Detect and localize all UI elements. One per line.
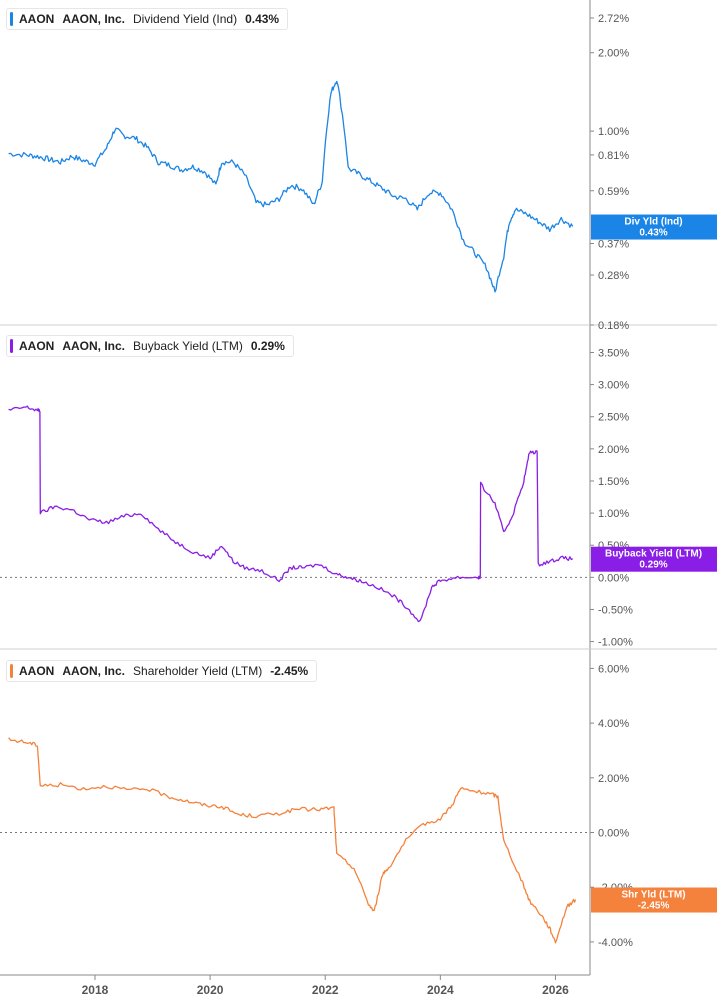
y-tick-label: 1.50% [598,476,629,488]
series-lines [8,80,577,944]
value-tag-label: Shr Yld (LTM) [621,890,685,901]
value-tag [591,887,717,913]
value-tag-label: Div Yld (Ind) [624,217,682,228]
y-tick-label: 1.00% [598,508,629,520]
y-tick-label: 2.50% [598,412,629,424]
value-tag [591,214,717,240]
y-tick-label: 1.00% [598,126,629,138]
y-tick-label: 3.50% [598,347,629,359]
x-tick-label: 2026 [542,983,569,997]
y-tick-label: -0.50% [598,604,633,616]
legend-value: -2.45% [270,664,309,678]
legend-color-bar [10,339,13,353]
y-tick-label: 0.00% [598,828,629,840]
legend-color-bar [10,12,13,26]
value-tag-value: 0.29% [639,560,667,571]
y-tick-label: 0.37% [598,239,629,251]
y-tick-label: 0.28% [598,270,629,282]
series-line-shareholder [8,737,577,944]
y-tick-label: 2.00% [598,444,629,456]
legend-company: AAON, Inc. [62,12,126,26]
grid-lines [0,576,590,834]
legend-metric: Buyback Yield (LTM) [133,339,243,353]
series-line-buyback [8,405,574,623]
value-tag-value: -2.45% [638,901,670,912]
y-tick-label: 6.00% [598,663,629,675]
x-tick-label: 2022 [312,983,339,997]
x-tick-label: 2020 [197,983,224,997]
y-tick-label: 2.72% [598,13,629,25]
legend-dividend-yield: AAON AAON, Inc. Dividend Yield (Ind) 0.4… [6,8,289,30]
legend-color-bar [10,664,13,678]
legend-company: AAON, Inc. [62,664,126,678]
y-tick-label: -1.00% [598,637,633,649]
legend-value: 0.29% [250,339,285,353]
value-tag-value: 0.43% [639,228,667,239]
y-tick-label: 2.00% [598,48,629,60]
x-tick-label: 2024 [427,983,454,997]
legend-shareholder-yield: AAON AAON, Inc. Shareholder Yield (LTM) … [6,660,318,682]
y-tick-label: 0.59% [598,186,629,198]
y-tick-label: -4.00% [598,937,633,949]
y-tick-label: 2.00% [598,773,629,785]
series-line-div [8,80,574,293]
y-tick-label: 0.81% [598,150,629,162]
legend-metric: Dividend Yield (Ind) [133,12,238,26]
legend-ticker: AAON [19,664,55,678]
value-tag [591,546,717,572]
legend-company: AAON, Inc. [62,339,126,353]
legend-ticker: AAON [19,12,55,26]
legend-buyback-yield: AAON AAON, Inc. Buyback Yield (LTM) 0.29… [6,335,294,357]
value-tag-label: Buyback Yield (LTM) [605,549,702,560]
legend-ticker: AAON [19,339,55,353]
y-tick-label: 3.00% [598,380,629,392]
legend-metric: Shareholder Yield (LTM) [133,664,263,678]
y-tick-label: 0.18% [598,320,629,332]
value-tags: Div Yld (Ind)0.43%Buyback Yield (LTM)0.2… [591,214,717,913]
y-tick-label: 0.00% [598,572,629,584]
legend-value: 0.43% [245,12,280,26]
y-tick-label: 4.00% [598,718,629,730]
x-tick-label: 2018 [82,983,109,997]
